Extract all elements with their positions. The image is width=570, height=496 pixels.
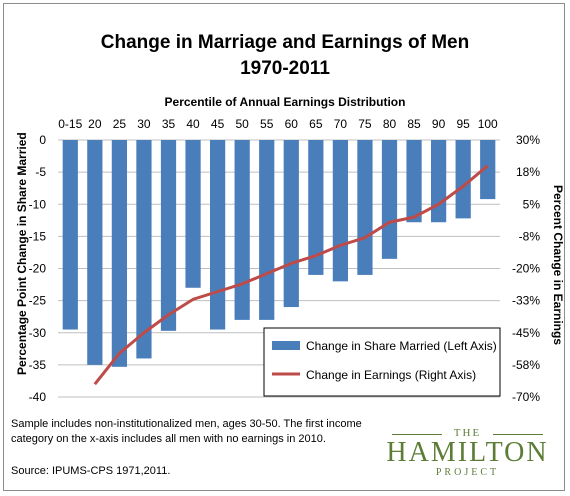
right-tick-label: -33% — [512, 294, 540, 308]
x-tick-label: 85 — [407, 117, 421, 131]
right-tick-label: -70% — [512, 390, 540, 404]
left-tick-label: -25 — [29, 294, 47, 308]
x-tick-label: 70 — [334, 117, 348, 131]
x-tick-label: 50 — [235, 117, 249, 131]
x-tick-label: 45 — [211, 117, 225, 131]
bar — [283, 140, 299, 308]
x-tick-label: 95 — [456, 117, 470, 131]
bar — [111, 140, 128, 367]
x-tick-label: 80 — [383, 117, 397, 131]
bar — [160, 140, 177, 331]
left-tick-label: -10 — [29, 197, 47, 211]
x-tick-label: 65 — [309, 117, 323, 131]
left-tick-label: 0 — [39, 133, 46, 147]
right-tick-label: -45% — [512, 326, 540, 340]
legend-label-bar: Change in Share Married (Left Axis) — [306, 339, 497, 353]
x-tick-label: 30 — [137, 117, 151, 131]
x-tick-label: 0-15 — [58, 117, 82, 131]
legend-box — [263, 327, 501, 397]
x-tick-label: 90 — [432, 117, 446, 131]
logo-rule-right — [493, 434, 543, 435]
x-tick-label: 20 — [88, 117, 102, 131]
right-tick-label: 30% — [516, 133, 540, 147]
left-tick-label: -15 — [29, 229, 47, 243]
right-tick-label: 18% — [516, 165, 540, 179]
bar — [332, 140, 349, 282]
logo-project: PROJECT — [435, 467, 500, 478]
logo-main: HAMILTON — [386, 437, 549, 468]
right-tick-label: -20% — [512, 262, 540, 276]
x-axis-label: Percentile of Annual Earnings Distributi… — [164, 95, 406, 109]
bar — [357, 140, 373, 275]
x-tick-label: 35 — [162, 117, 176, 131]
bar — [234, 140, 250, 320]
bar — [209, 140, 226, 330]
bar — [259, 140, 275, 320]
left-tick-label: -20 — [29, 262, 47, 276]
left-tick-label: -35 — [29, 358, 47, 372]
x-tick-label: 100 — [478, 117, 498, 131]
earnings-line — [93, 164, 489, 386]
logo-the: THE — [453, 427, 482, 439]
x-tick-label: 25 — [113, 117, 127, 131]
sample-note: Sample includes non-institutionalized me… — [11, 418, 362, 445]
x-tick-label: 40 — [186, 117, 200, 131]
x-tick-label: 55 — [260, 117, 274, 131]
x-tick-label: 75 — [358, 117, 372, 131]
legend-swatch-bar — [272, 341, 300, 350]
hamilton-project-logo: THE HAMILTON PROJECT — [380, 427, 555, 479]
chart-title: Change in Marriage and Earnings of Men — [100, 32, 470, 53]
left-tick-label: -30 — [29, 326, 47, 340]
bar — [308, 140, 324, 275]
bar — [381, 140, 398, 259]
bar — [406, 140, 422, 223]
left-tick-label: -40 — [29, 390, 47, 404]
logo-rule-left — [392, 434, 442, 435]
bar — [87, 140, 103, 365]
bar — [185, 140, 201, 288]
right-tick-label: -8% — [519, 229, 541, 243]
bar — [480, 140, 496, 200]
legend-label-line: Change in Earnings (Right Axis) — [306, 368, 476, 382]
bar — [62, 140, 78, 330]
left-tick-label: -5 — [35, 165, 46, 179]
source-note: Source: IPUMS-CPS 1971,2011. — [11, 465, 171, 477]
right-tick-label: -58% — [512, 358, 540, 372]
bar — [136, 140, 152, 359]
bar — [455, 140, 471, 219]
chart-subtitle: 1970-2011 — [240, 58, 330, 79]
right-tick-label: 5% — [523, 197, 541, 211]
bar — [430, 140, 447, 223]
x-tick-label: 60 — [285, 117, 299, 131]
